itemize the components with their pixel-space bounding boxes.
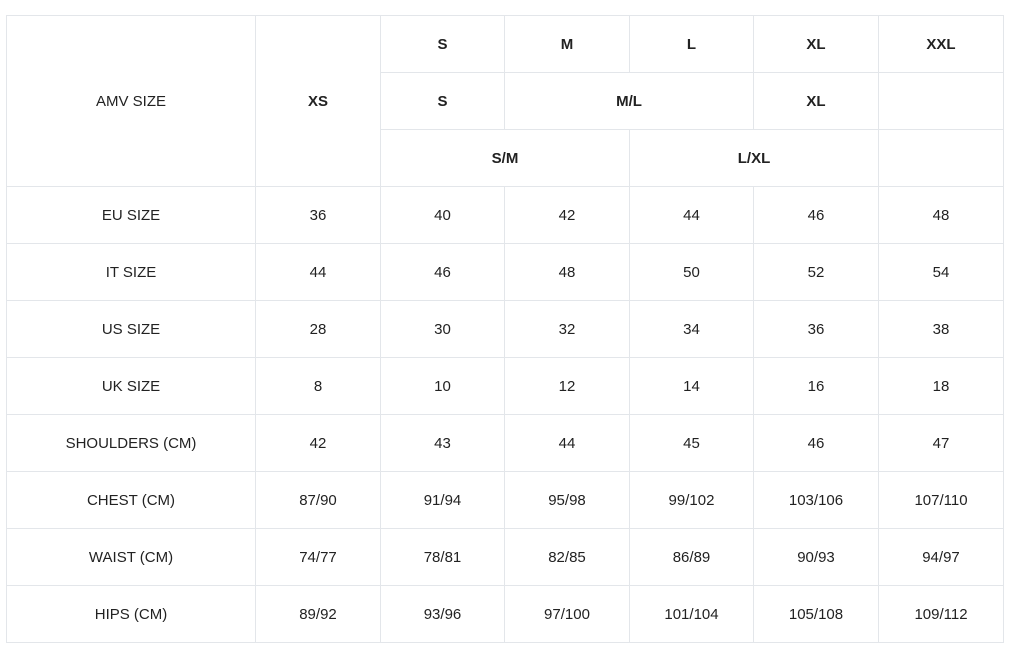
table-cell: 44 <box>255 243 381 301</box>
header-xs: XS <box>255 15 381 187</box>
table-row: IT SIZE 44 46 48 50 52 54 <box>6 243 1004 301</box>
table-cell: 45 <box>629 414 754 472</box>
table-cell: 10 <box>380 357 505 415</box>
table-cell: 46 <box>380 243 505 301</box>
table-row: HIPS (CM) 89/92 93/96 97/100 101/104 105/108 1… <box>6 585 1004 643</box>
header-row-1: AMV SIZE XS S M L XL XXL <box>6 15 1004 187</box>
table-cell: 93/96 <box>380 585 505 643</box>
row-label: HIPS (CM) <box>6 585 256 643</box>
table-cell: 40 <box>380 186 505 244</box>
row-label: CHEST (CM) <box>6 471 256 529</box>
table-row: WAIST (CM) 74/77 78/81 82/85 86/89 90/93 94/97 <box>6 528 1004 586</box>
header-cell: S/M <box>380 129 630 187</box>
table-cell: 46 <box>753 186 879 244</box>
table-row: UK SIZE 8 10 12 14 16 18 <box>6 357 1004 415</box>
table-cell: 42 <box>255 414 381 472</box>
table-cell: 54 <box>878 243 1004 301</box>
table-cell: 48 <box>504 243 630 301</box>
table-cell: 97/100 <box>504 585 630 643</box>
table-cell: 103/106 <box>753 471 879 529</box>
table-cell: 109/112 <box>878 585 1004 643</box>
table-cell: 94/97 <box>878 528 1004 586</box>
table-cell: 12 <box>504 357 630 415</box>
table-cell: 105/108 <box>753 585 879 643</box>
table-cell: 52 <box>753 243 879 301</box>
row-label: SHOULDERS (CM) <box>6 414 256 472</box>
table-cell: 43 <box>380 414 505 472</box>
table-row: SHOULDERS (CM) 42 43 44 45 46 47 <box>6 414 1004 472</box>
header-cell: M <box>504 15 630 73</box>
table-cell: 91/94 <box>380 471 505 529</box>
header-label: AMV SIZE <box>6 15 256 187</box>
header-cell: L <box>629 15 754 73</box>
table-cell: 16 <box>753 357 879 415</box>
row-label: WAIST (CM) <box>6 528 256 586</box>
header-cell: XL <box>753 15 879 73</box>
table-cell: 30 <box>380 300 505 358</box>
table-row: EU SIZE 36 40 42 44 46 48 <box>6 186 1004 244</box>
table-cell: 50 <box>629 243 754 301</box>
header-row-2: S M/L XL <box>7 72 1004 130</box>
table-cell: 44 <box>629 186 754 244</box>
table-cell: 86/89 <box>629 528 754 586</box>
table-cell: 101/104 <box>629 585 754 643</box>
table-cell: 36 <box>753 300 879 358</box>
table-row: CHEST (CM) 87/90 91/94 95/98 99/102 103/106 10… <box>6 471 1004 529</box>
table-cell: 95/98 <box>504 471 630 529</box>
table-cell: 44 <box>504 414 630 472</box>
table-cell: 89/92 <box>255 585 381 643</box>
table-cell: 78/81 <box>380 528 505 586</box>
header-row-3: S/M L/XL <box>7 129 1004 187</box>
table-cell: 38 <box>878 300 1004 358</box>
header-cell: L/XL <box>629 129 879 187</box>
row-label: EU SIZE <box>6 186 256 244</box>
header-cell <box>878 72 1004 130</box>
table-cell: 99/102 <box>629 471 754 529</box>
table-cell: 107/110 <box>878 471 1004 529</box>
table-row: US SIZE 28 30 32 34 36 38 <box>6 300 1004 358</box>
row-label: IT SIZE <box>6 243 256 301</box>
table-cell: 87/90 <box>255 471 381 529</box>
header-cell: M/L <box>504 72 754 130</box>
header-cell: S <box>380 15 505 73</box>
header-cell: S <box>380 72 505 130</box>
table-cell: 28 <box>255 300 381 358</box>
row-label: UK SIZE <box>6 357 256 415</box>
header-cell: XXL <box>878 15 1004 73</box>
header-cell <box>878 129 1004 187</box>
size-chart-table: AMV SIZE XS S M L XL XXL S M/L XL S/M L/… <box>6 15 1004 643</box>
table-cell: 14 <box>629 357 754 415</box>
table-cell: 36 <box>255 186 381 244</box>
table-cell: 42 <box>504 186 630 244</box>
table-cell: 46 <box>753 414 879 472</box>
table-cell: 8 <box>255 357 381 415</box>
table-cell: 82/85 <box>504 528 630 586</box>
header-cell: XL <box>753 72 879 130</box>
table-cell: 47 <box>878 414 1004 472</box>
table-cell: 32 <box>504 300 630 358</box>
table-cell: 74/77 <box>255 528 381 586</box>
table-cell: 90/93 <box>753 528 879 586</box>
row-label: US SIZE <box>6 300 256 358</box>
table-cell: 18 <box>878 357 1004 415</box>
table-cell: 48 <box>878 186 1004 244</box>
table-cell: 34 <box>629 300 754 358</box>
